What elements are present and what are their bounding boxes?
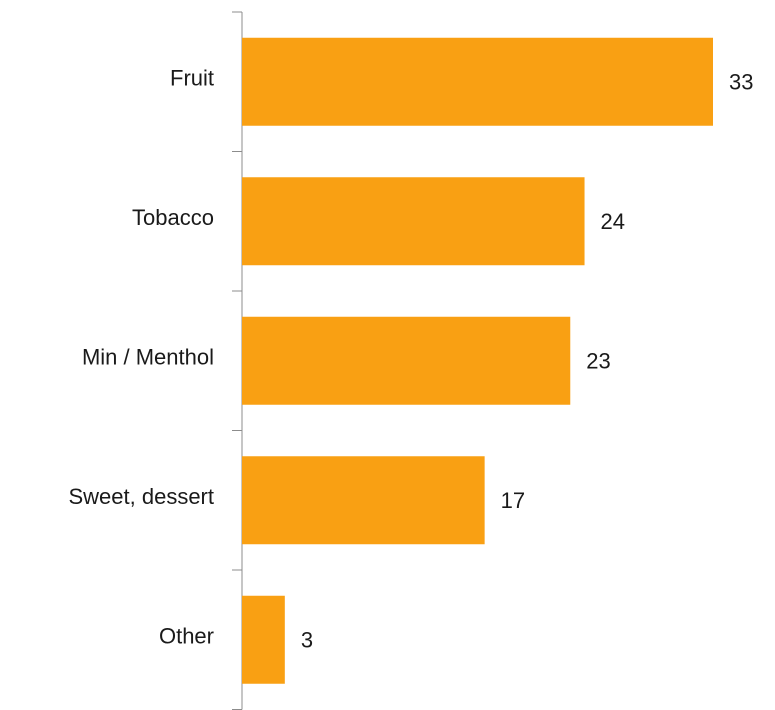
category-label: Fruit [170,66,214,91]
value-label: 33 [729,70,753,95]
bar [242,177,585,266]
category-label: Sweet, dessert [68,484,214,509]
bar [242,595,285,684]
value-label: 23 [586,349,610,374]
category-label: Other [159,624,214,649]
category-label: Tobacco [132,205,214,230]
bar [242,456,485,545]
value-label: 3 [301,628,313,653]
value-label: 17 [501,488,525,513]
category-label: Min / Menthol [82,345,214,370]
value-label: 24 [601,209,625,234]
bar [242,316,571,405]
bar [242,37,713,126]
